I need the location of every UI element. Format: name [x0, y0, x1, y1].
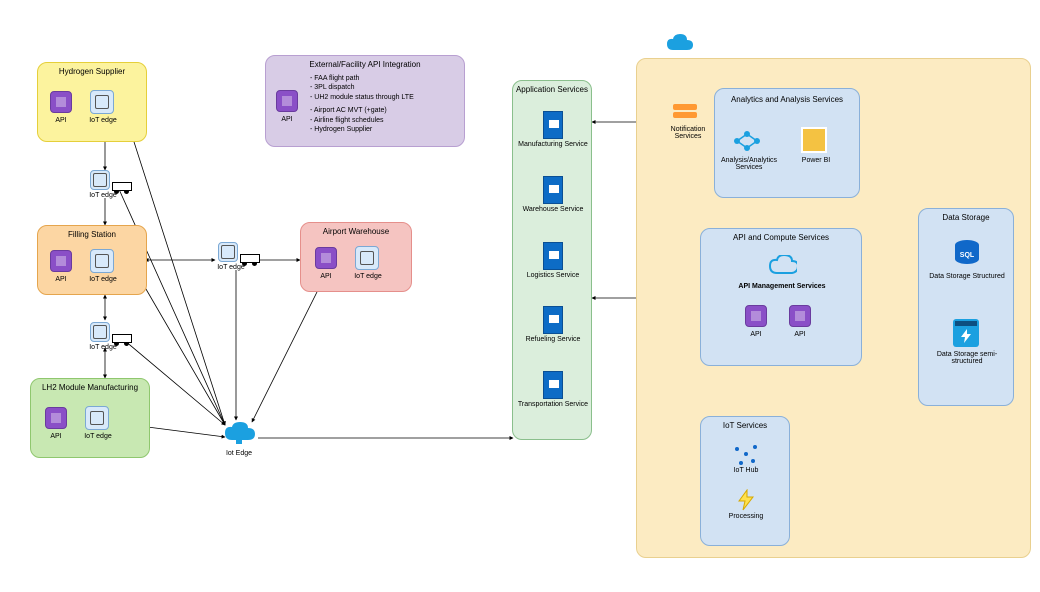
box-hydrogen-supplier: Hydrogen Supplier API IoT edge	[37, 62, 147, 142]
service-icon	[543, 176, 563, 204]
box-application-services: Application Services Manufacturing Servi…	[512, 80, 592, 440]
iot-edge-icon	[90, 90, 114, 114]
service-label: Refueling Service	[517, 336, 589, 343]
analytics-icon	[733, 129, 761, 153]
iot-edge-icon	[90, 249, 114, 273]
box-airport-warehouse: Airport Warehouse API IoT edge	[300, 222, 412, 292]
iot-label: IoT edge	[84, 117, 122, 124]
iot-edge-cloud-icon	[222, 422, 256, 453]
api-label: API	[272, 116, 302, 123]
powerbi-icon	[801, 127, 827, 153]
box-lh2-manufacturing: LH2 Module Manufacturing API IoT edge	[30, 378, 150, 458]
iot-edge-icon	[90, 170, 110, 190]
api-label: API	[46, 276, 76, 283]
service-label: Transportation Service	[517, 401, 589, 408]
box-analytics: Analytics and Analysis Services Analysis…	[714, 88, 860, 198]
iot-label: IoT edge	[79, 433, 117, 440]
storage-a-label: Data Storage Structured	[925, 273, 1009, 280]
box-iot-services: IoT Services IoT Hub Processing	[700, 416, 790, 546]
cloud-icon	[664, 34, 694, 61]
list-item: - Hydrogen Supplier	[310, 125, 414, 134]
service-label: Manufacturing Service	[517, 141, 589, 148]
processing-icon	[735, 489, 757, 511]
truck-label: IoT edge	[86, 192, 120, 199]
service-label: Logistics Service	[517, 272, 589, 279]
iot-edge-icon	[90, 322, 110, 342]
api-label: API	[41, 433, 71, 440]
iot-label: IoT edge	[84, 276, 122, 283]
api-icon	[45, 407, 67, 429]
service-icon	[543, 306, 563, 334]
api-icon	[50, 250, 72, 272]
box-api-compute: API and Compute Services API Management …	[700, 228, 862, 366]
list-item: - Airport AC MVT (+gate)	[310, 106, 414, 115]
service-icon	[543, 371, 563, 399]
list-item: - 3PL dispatch	[310, 83, 414, 92]
api-mgmt-icon	[767, 255, 797, 284]
api-label: API	[311, 273, 341, 280]
service-label: Warehouse Service	[517, 206, 589, 213]
data-storage-title: Data Storage	[919, 213, 1013, 222]
iot-hub-icon	[735, 443, 757, 465]
iot-edge-icon	[85, 406, 109, 430]
list-item: - FAA flight path	[310, 74, 414, 83]
list-item: - UH2 module status through LTE	[310, 93, 414, 102]
ext-api-title: External/Facility API Integration	[266, 60, 464, 69]
lh2-title: LH2 Module Manufacturing	[31, 383, 149, 392]
storage-b-label: Data Storage semi-structured	[925, 351, 1009, 365]
truck-label: IoT edge	[86, 344, 120, 351]
api-mgmt-label: API Management Services	[711, 283, 853, 290]
api-label: API	[46, 117, 76, 124]
api-icon	[315, 247, 337, 269]
svg-text:SQL: SQL	[960, 252, 975, 259]
api-icon	[745, 305, 767, 327]
list-item: - Airline flight schedules	[310, 116, 414, 125]
notification-icon	[673, 104, 697, 122]
iot-hub-label: IoT Hub	[705, 467, 787, 474]
box-filling-station: Filling Station API IoT edge	[37, 225, 147, 295]
api-label: API	[741, 331, 771, 338]
processing-label: Processing	[705, 513, 787, 520]
box-data-storage: Data Storage SQL Data Storage Structured…	[918, 208, 1014, 406]
filling-title: Filling Station	[38, 230, 146, 239]
box-external-api: External/Facility API Integration API - …	[265, 55, 465, 147]
api-icon	[50, 91, 72, 113]
api-label: API	[785, 331, 815, 338]
hydrogen-title: Hydrogen Supplier	[38, 67, 146, 76]
semistruct-icon	[953, 319, 979, 347]
sql-icon: SQL	[953, 239, 981, 274]
analytics-title: Analytics and Analysis Services	[715, 95, 859, 104]
api-icon	[789, 305, 811, 327]
analytics-svc-label: Analysis/Analytics Services	[719, 157, 779, 171]
notification-label: Notification Services	[666, 126, 710, 140]
airport-title: Airport Warehouse	[301, 227, 411, 236]
api-compute-title: API and Compute Services	[701, 233, 861, 242]
iot-edge-label: Iot Edge	[216, 450, 262, 457]
service-icon	[543, 111, 563, 139]
service-icon	[543, 242, 563, 270]
iot-edge-icon	[355, 246, 379, 270]
ext-api-list: - FAA flight path - 3PL dispatch - UH2 m…	[310, 74, 414, 135]
truck-label: IoT edge	[214, 264, 248, 271]
api-icon	[276, 90, 298, 112]
iot-services-title: IoT Services	[701, 421, 789, 430]
iot-edge-icon	[218, 242, 238, 262]
powerbi-label: Power BI	[791, 157, 841, 164]
app-services-title: Application Services	[513, 85, 591, 94]
iot-label: IoT edge	[349, 273, 387, 280]
